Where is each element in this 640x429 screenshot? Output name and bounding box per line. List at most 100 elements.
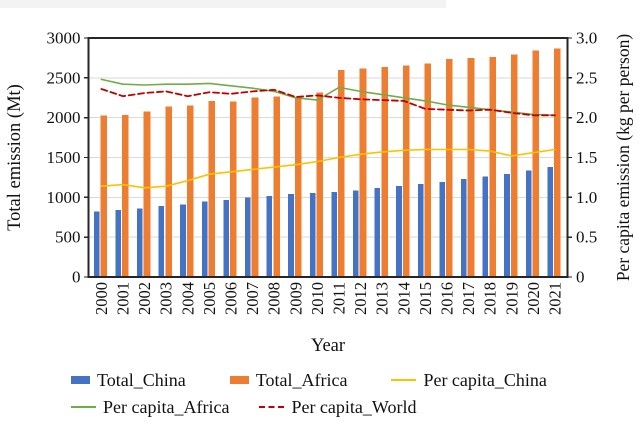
axis-ticks: 0 500 1000 1500 2000 2500 3000 0 0.5 1.0 1.5 2.0 2.5… [47, 29, 598, 316]
bar-total-africa-2017 [467, 57, 475, 277]
legend-swatch-bar [229, 376, 249, 384]
legend-row-1: Total_China Total_Africa Per capita_China [71, 368, 547, 392]
bar-total-china-2004 [180, 204, 186, 277]
x-axis-label-2015: 2015 [416, 282, 435, 315]
legend-item-per-capita-china: Per capita_China [391, 369, 547, 391]
bar-total-china-2003 [158, 206, 165, 277]
left-tick-label-0: 0 [72, 268, 81, 287]
x-axis-label-2007: 2007 [243, 282, 262, 315]
left-tick-label-3000: 3000 [47, 29, 81, 48]
bar-total-china-2000 [93, 211, 100, 277]
bar-total-china-2005 [201, 201, 208, 277]
bar-total-china-2001 [115, 210, 121, 277]
bar-total-africa-2008 [273, 96, 280, 277]
legend-swatch-dashed-line [259, 406, 285, 408]
line-per-capita-africa [100, 78, 556, 117]
right-tick-label-2.0: 2.0 [576, 108, 597, 127]
bar-total-africa-2000 [100, 115, 108, 277]
x-axis-label-2018: 2018 [481, 282, 500, 315]
legend: Total_China Total_Africa Per capita_China … [71, 368, 547, 419]
bar-total-china-2012 [353, 190, 359, 277]
bar-total-africa-2012 [359, 68, 367, 278]
bar-total-china-2002 [137, 208, 143, 277]
legend-label: Per capita_Africa [103, 396, 230, 417]
bar-total-china-2013 [374, 188, 381, 277]
bar-total-africa-2004 [186, 105, 194, 277]
x-axis-label-2016: 2016 [438, 282, 457, 315]
left-tick-label-1500: 1500 [47, 148, 81, 167]
bar-total-africa-2003 [165, 106, 172, 277]
right-tick-label-0: 0 [576, 268, 585, 287]
bar-total-africa-2006 [230, 101, 237, 277]
bar-total-china-2018 [482, 176, 489, 277]
legend-row-2: Per capita_Africa Per capita_World [71, 395, 547, 419]
legend-item-total-africa: Total_Africa [229, 370, 347, 391]
bar-total-africa-2011 [338, 69, 345, 277]
bar-total-china-2019 [504, 174, 510, 277]
x-axis-label-2008: 2008 [265, 282, 284, 315]
bar-total-africa-2014 [402, 65, 410, 277]
right-tick-label-2.5: 2.5 [576, 68, 597, 87]
bar-total-china-2017 [461, 179, 467, 277]
bar-total-africa-2018 [489, 56, 496, 278]
x-axis-label-2003: 2003 [157, 282, 176, 315]
bar-total-africa-2013 [381, 66, 388, 278]
right-tick-label-3.0: 3.0 [576, 29, 597, 48]
bar-total-africa-2020 [532, 50, 540, 277]
legend-label: Total_China [97, 369, 186, 390]
x-axis-label-2000: 2000 [92, 282, 111, 315]
bar-total-china-2007 [245, 197, 251, 277]
bar-total-china-2008 [266, 195, 273, 277]
screenshot-top-band [0, 0, 446, 8]
left-tick-label-2500: 2500 [47, 68, 81, 87]
x-axis-label-2021: 2021 [546, 282, 565, 315]
left-axis-title: Total emission (Mt) [5, 84, 25, 231]
bar-series [93, 48, 561, 278]
x-axis-title: Year [311, 336, 345, 356]
left-tick-label-2000: 2000 [47, 108, 81, 127]
right-tick-label-0.5: 0.5 [576, 228, 597, 247]
bar-total-africa-2007 [251, 97, 259, 277]
x-axis-label-2014: 2014 [394, 282, 413, 315]
right-axis-title: Per capita emission (kg per person) [613, 34, 633, 282]
line-per-capita-world [100, 88, 556, 117]
x-axis-label-2012: 2012 [351, 282, 370, 315]
bar-total-china-2016 [439, 181, 445, 277]
bar-total-china-2014 [396, 186, 402, 277]
legend-label: Per capita_World [291, 396, 417, 417]
bar-total-africa-2002 [143, 111, 151, 277]
bar-total-africa-2001 [122, 114, 129, 278]
bar-total-china-2020 [525, 170, 532, 277]
bar-total-china-2010 [309, 192, 316, 277]
x-axis-label-2013: 2013 [373, 282, 392, 315]
legend-swatch-line [71, 406, 96, 408]
left-tick-label-500: 500 [55, 228, 81, 247]
bar-total-africa-2021 [554, 48, 561, 278]
bar-total-africa-2009 [294, 98, 302, 277]
bar-total-china-2015 [417, 183, 424, 277]
x-axis-label-2020: 2020 [524, 282, 543, 315]
x-axis-label-2004: 2004 [178, 282, 197, 315]
bar-total-china-2006 [223, 199, 229, 277]
x-axis-label-2005: 2005 [200, 282, 219, 315]
legend-item-per-capita-africa: Per capita_Africa [71, 397, 229, 418]
bar-total-china-2009 [288, 193, 294, 277]
bar-total-africa-2005 [208, 101, 216, 277]
left-tick-label-1000: 1000 [47, 188, 81, 207]
bar-total-africa-2010 [316, 92, 324, 277]
bar-total-africa-2019 [510, 54, 518, 277]
right-tick-label-1.0: 1.0 [576, 188, 597, 207]
bar-total-africa-2015 [424, 63, 432, 277]
legend-item-total-china: Total_China [71, 370, 186, 391]
line-series [100, 78, 556, 189]
x-axis-label-2006: 2006 [222, 282, 241, 315]
legend-swatch-bar [71, 376, 90, 384]
legend-swatch-line [391, 379, 417, 381]
x-axis-label-2011: 2011 [330, 282, 349, 314]
legend-label: Per capita_China [423, 369, 547, 390]
x-axis-label-2009: 2009 [286, 282, 305, 315]
x-axis-label-2010: 2010 [308, 282, 327, 315]
bar-total-africa-2016 [446, 59, 453, 278]
